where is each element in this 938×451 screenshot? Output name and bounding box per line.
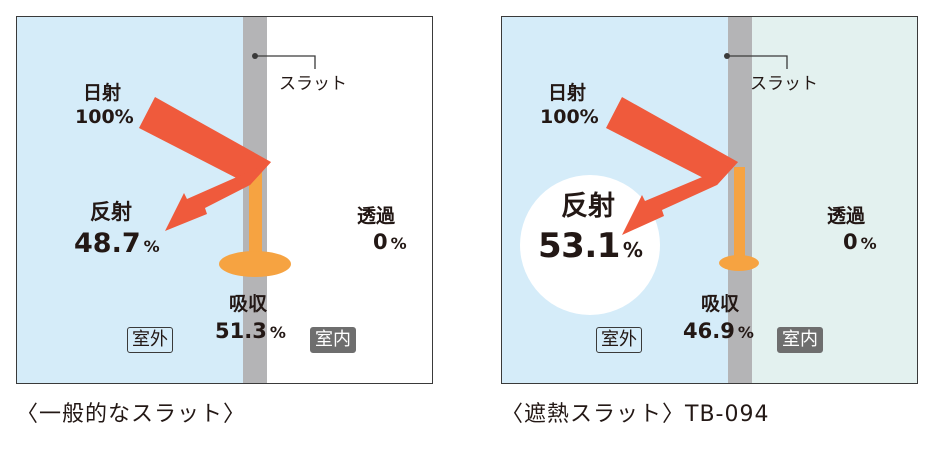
absorb-blob [719,255,759,271]
absorb-name: 吸収 [701,293,740,315]
indoor-area [752,17,917,383]
caption-heat-shield-slat: 〈遮熱スラット〉TB-094 [501,402,770,427]
transmit-value: 0% [843,230,877,254]
solar-arrow [139,97,271,185]
absorb-value: 51.3% [215,319,286,343]
indoor-area [267,17,432,383]
reflect-name: 反射 [90,200,132,224]
outdoor-label: 室外 [596,327,642,353]
solar-value: 100% [540,106,599,128]
reflect-arrow [622,162,738,235]
slat-pointer-line [255,55,316,69]
slat-label: スラット [750,74,818,94]
absorb-value: 46.9% [683,319,754,343]
reflect-arrow [165,162,271,231]
solar-name: 日射 [83,82,122,104]
solar-name: 日射 [548,82,587,104]
absorb-stem [734,167,745,259]
absorb-blob [219,251,291,277]
indoor-label: 室内 [310,327,356,353]
indoor-label: 室内 [777,327,823,353]
absorb-name: 吸収 [229,293,268,315]
outdoor-label: 室外 [127,327,173,353]
reflect-highlight-circle [520,175,660,315]
caption-standard-slat: 〈一般的なスラット〉 [16,402,247,427]
solar-value: 100% [75,106,134,128]
solar-arrow [606,97,738,185]
panel-standard-slat: スラット 日射 100% 反射 48.7% 透過 0% 吸収 51.3% 室外 … [16,16,433,384]
reflect-value: 53.1% [538,226,643,266]
transmit-value: 0% [373,230,407,254]
reflect-name: 反射 [561,191,615,222]
heat-flow-diagram [139,53,316,277]
absorb-stem [249,167,262,263]
slat-label: スラット [279,74,347,94]
reflect-value: 48.7% [74,228,160,259]
transmit-name: 透過 [827,205,866,227]
panel-heat-shield-slat: スラット 日射 100% 反射 53.1% 透過 0% 吸収 46.9% 室外 … [501,16,918,384]
slat-pointer-line [727,55,788,69]
transmit-name: 透過 [357,205,396,227]
heat-flow-diagram [606,53,788,271]
